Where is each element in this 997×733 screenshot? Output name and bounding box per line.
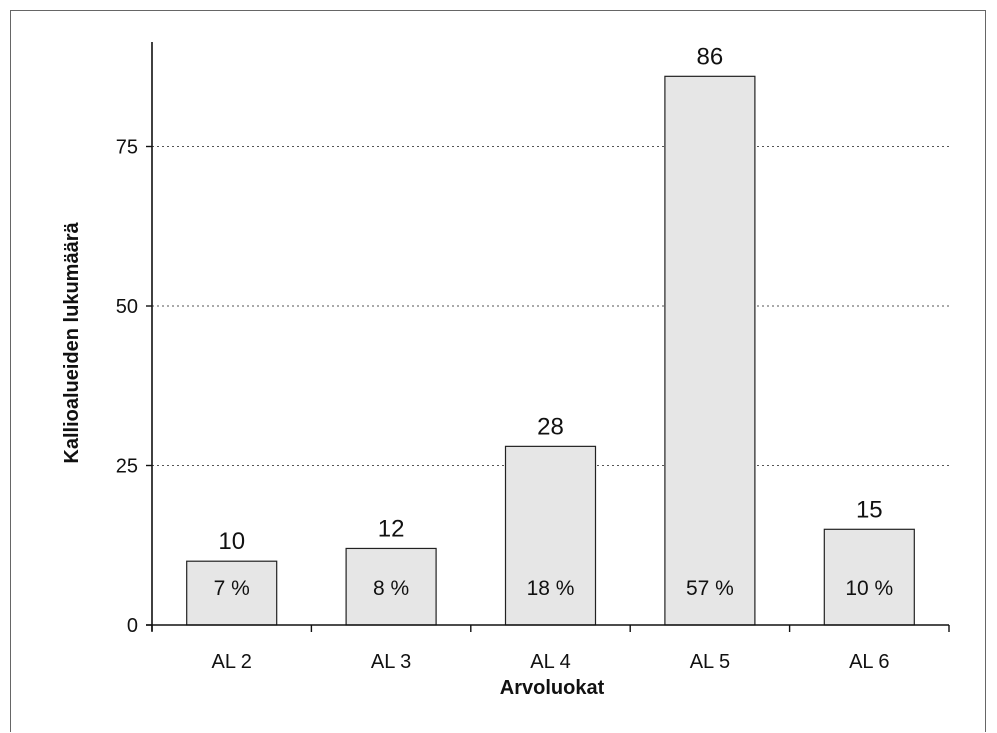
bar: [823, 528, 915, 626]
x-tick-label: AL 3: [371, 651, 411, 673]
percent-label: 57 %: [686, 577, 734, 600]
percent-label: 8 %: [373, 577, 409, 600]
x-axis-title: Arvoluokat: [500, 677, 605, 699]
percent-label: 18 %: [527, 577, 575, 600]
x-tick-label: AL 6: [849, 651, 889, 673]
y-tick-label: 75: [116, 137, 138, 159]
data-label: 10: [218, 528, 245, 555]
data-label: 28: [537, 413, 564, 440]
labels: 10 7 % AL 2 12 8 % AL 3 28 18 % AL 4 86 57 % AL 5 15…: [116, 43, 893, 673]
bars: [186, 75, 915, 626]
y-tick-label: 25: [116, 456, 138, 478]
bar: [186, 560, 278, 626]
bar: [664, 75, 756, 626]
y-axis-title: Kallioalueiden lukumäärä: [61, 222, 83, 464]
data-label: 15: [856, 496, 883, 523]
y-tick-label: 50: [116, 296, 138, 318]
chart-frame: [10, 10, 986, 732]
axes: [146, 42, 950, 632]
data-label: 86: [697, 43, 724, 70]
x-tick-label: AL 2: [211, 651, 251, 673]
x-tick-label: AL 4: [530, 651, 570, 673]
bar: [504, 445, 597, 626]
y-tick-label: 0: [127, 615, 138, 637]
x-tick-label: AL 5: [690, 651, 730, 673]
percent-label: 7 %: [214, 577, 250, 600]
percent-label: 10 %: [845, 577, 893, 600]
data-label: 12: [378, 515, 405, 542]
